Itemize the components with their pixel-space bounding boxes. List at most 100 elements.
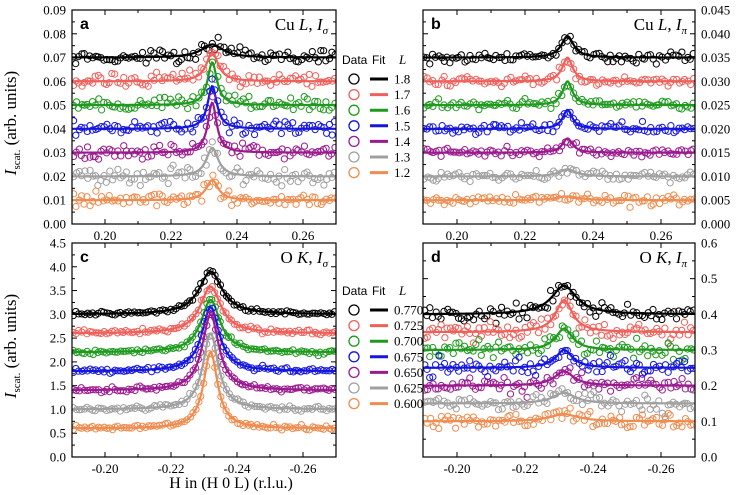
y-tick-label: 0.03 <box>43 145 66 160</box>
data-point <box>595 358 603 366</box>
fit-line <box>423 56 695 83</box>
data-point <box>449 349 457 358</box>
data-point <box>689 386 695 394</box>
data-point <box>661 324 669 332</box>
data-point <box>189 128 197 136</box>
series-6 <box>72 171 336 211</box>
data-point <box>572 75 580 83</box>
data-point <box>184 148 192 156</box>
data-point <box>638 406 646 414</box>
data-point <box>192 55 200 63</box>
data-point <box>177 302 185 310</box>
data-point <box>463 401 471 409</box>
data-point <box>529 80 537 89</box>
data-point <box>506 390 515 398</box>
y-tick-label: 0.030 <box>701 74 730 89</box>
data-point <box>281 422 289 430</box>
data-point <box>437 412 445 421</box>
y-tick-label: 0.040 <box>701 26 730 41</box>
plot-area <box>423 32 695 211</box>
data-point <box>518 400 526 408</box>
data-point <box>515 379 523 387</box>
legend-marker <box>348 166 360 179</box>
data-point <box>570 41 578 49</box>
panel-letter: c <box>80 249 89 266</box>
panel-title-element: O <box>639 248 656 267</box>
data-point <box>325 106 333 114</box>
data-point <box>486 318 494 326</box>
data-point <box>150 190 159 198</box>
legend-marker <box>348 366 360 379</box>
data-point <box>626 400 635 408</box>
data-point <box>303 95 311 103</box>
data-point <box>83 403 91 411</box>
data-point <box>440 383 448 391</box>
data-point <box>291 129 300 137</box>
series-6 <box>423 189 695 211</box>
data-point <box>105 192 113 200</box>
data-point <box>592 337 601 345</box>
series-0 <box>423 32 695 68</box>
series-5 <box>423 385 695 421</box>
y-tick-label: 3.5 <box>50 283 66 298</box>
data-point <box>311 403 320 411</box>
data-point <box>223 67 231 75</box>
legend-marker <box>348 382 360 394</box>
series-4 <box>423 137 695 161</box>
data-point <box>138 48 147 57</box>
data-point <box>120 73 128 82</box>
fit-line <box>72 51 336 83</box>
data-point <box>669 150 677 158</box>
panel-letter: d <box>431 249 441 266</box>
data-point <box>469 55 477 63</box>
data-point <box>111 70 119 78</box>
legend-label: 0.625 <box>394 381 423 396</box>
data-point <box>512 410 520 418</box>
data-point <box>331 99 336 107</box>
panel-title-intensity: I <box>675 248 683 267</box>
data-point <box>595 80 603 88</box>
data-point <box>424 397 432 405</box>
fit-line <box>72 101 336 154</box>
panel-title-intensity: I <box>675 15 683 34</box>
y-tick-label: 0.045 <box>701 3 730 18</box>
data-point <box>322 144 330 152</box>
data-point <box>161 118 169 126</box>
data-point <box>511 357 520 365</box>
data-point <box>494 406 503 414</box>
panel-title-intensity: I <box>316 15 324 34</box>
data-point <box>125 179 134 187</box>
legend-label: 1.6 <box>394 103 411 118</box>
data-point <box>423 344 429 352</box>
data-point <box>560 58 569 66</box>
data-point <box>627 54 635 63</box>
data-point <box>524 369 532 377</box>
data-point <box>186 315 195 323</box>
data-point <box>195 94 203 102</box>
data-point <box>511 191 520 199</box>
data-point <box>558 414 566 422</box>
data-point <box>678 48 686 56</box>
data-point <box>426 353 434 361</box>
data-point <box>495 338 503 346</box>
legend-label: 0.700 <box>394 334 423 349</box>
data-point <box>438 76 446 84</box>
data-point <box>314 78 322 86</box>
data-point <box>449 308 457 316</box>
data-point <box>305 70 313 79</box>
series-1 <box>423 56 695 91</box>
legend-marker <box>348 151 360 163</box>
legend-marker <box>348 397 360 410</box>
data-point <box>521 422 529 430</box>
data-point <box>678 375 686 383</box>
data-point <box>501 418 509 426</box>
data-point <box>208 138 216 146</box>
data-point <box>544 304 552 312</box>
legend-marker <box>348 304 360 316</box>
data-point <box>664 409 672 417</box>
data-point <box>208 48 216 56</box>
data-point <box>640 421 649 429</box>
data-point <box>497 303 506 311</box>
y-tick-label: 0.015 <box>701 145 730 160</box>
data-point <box>222 292 231 300</box>
